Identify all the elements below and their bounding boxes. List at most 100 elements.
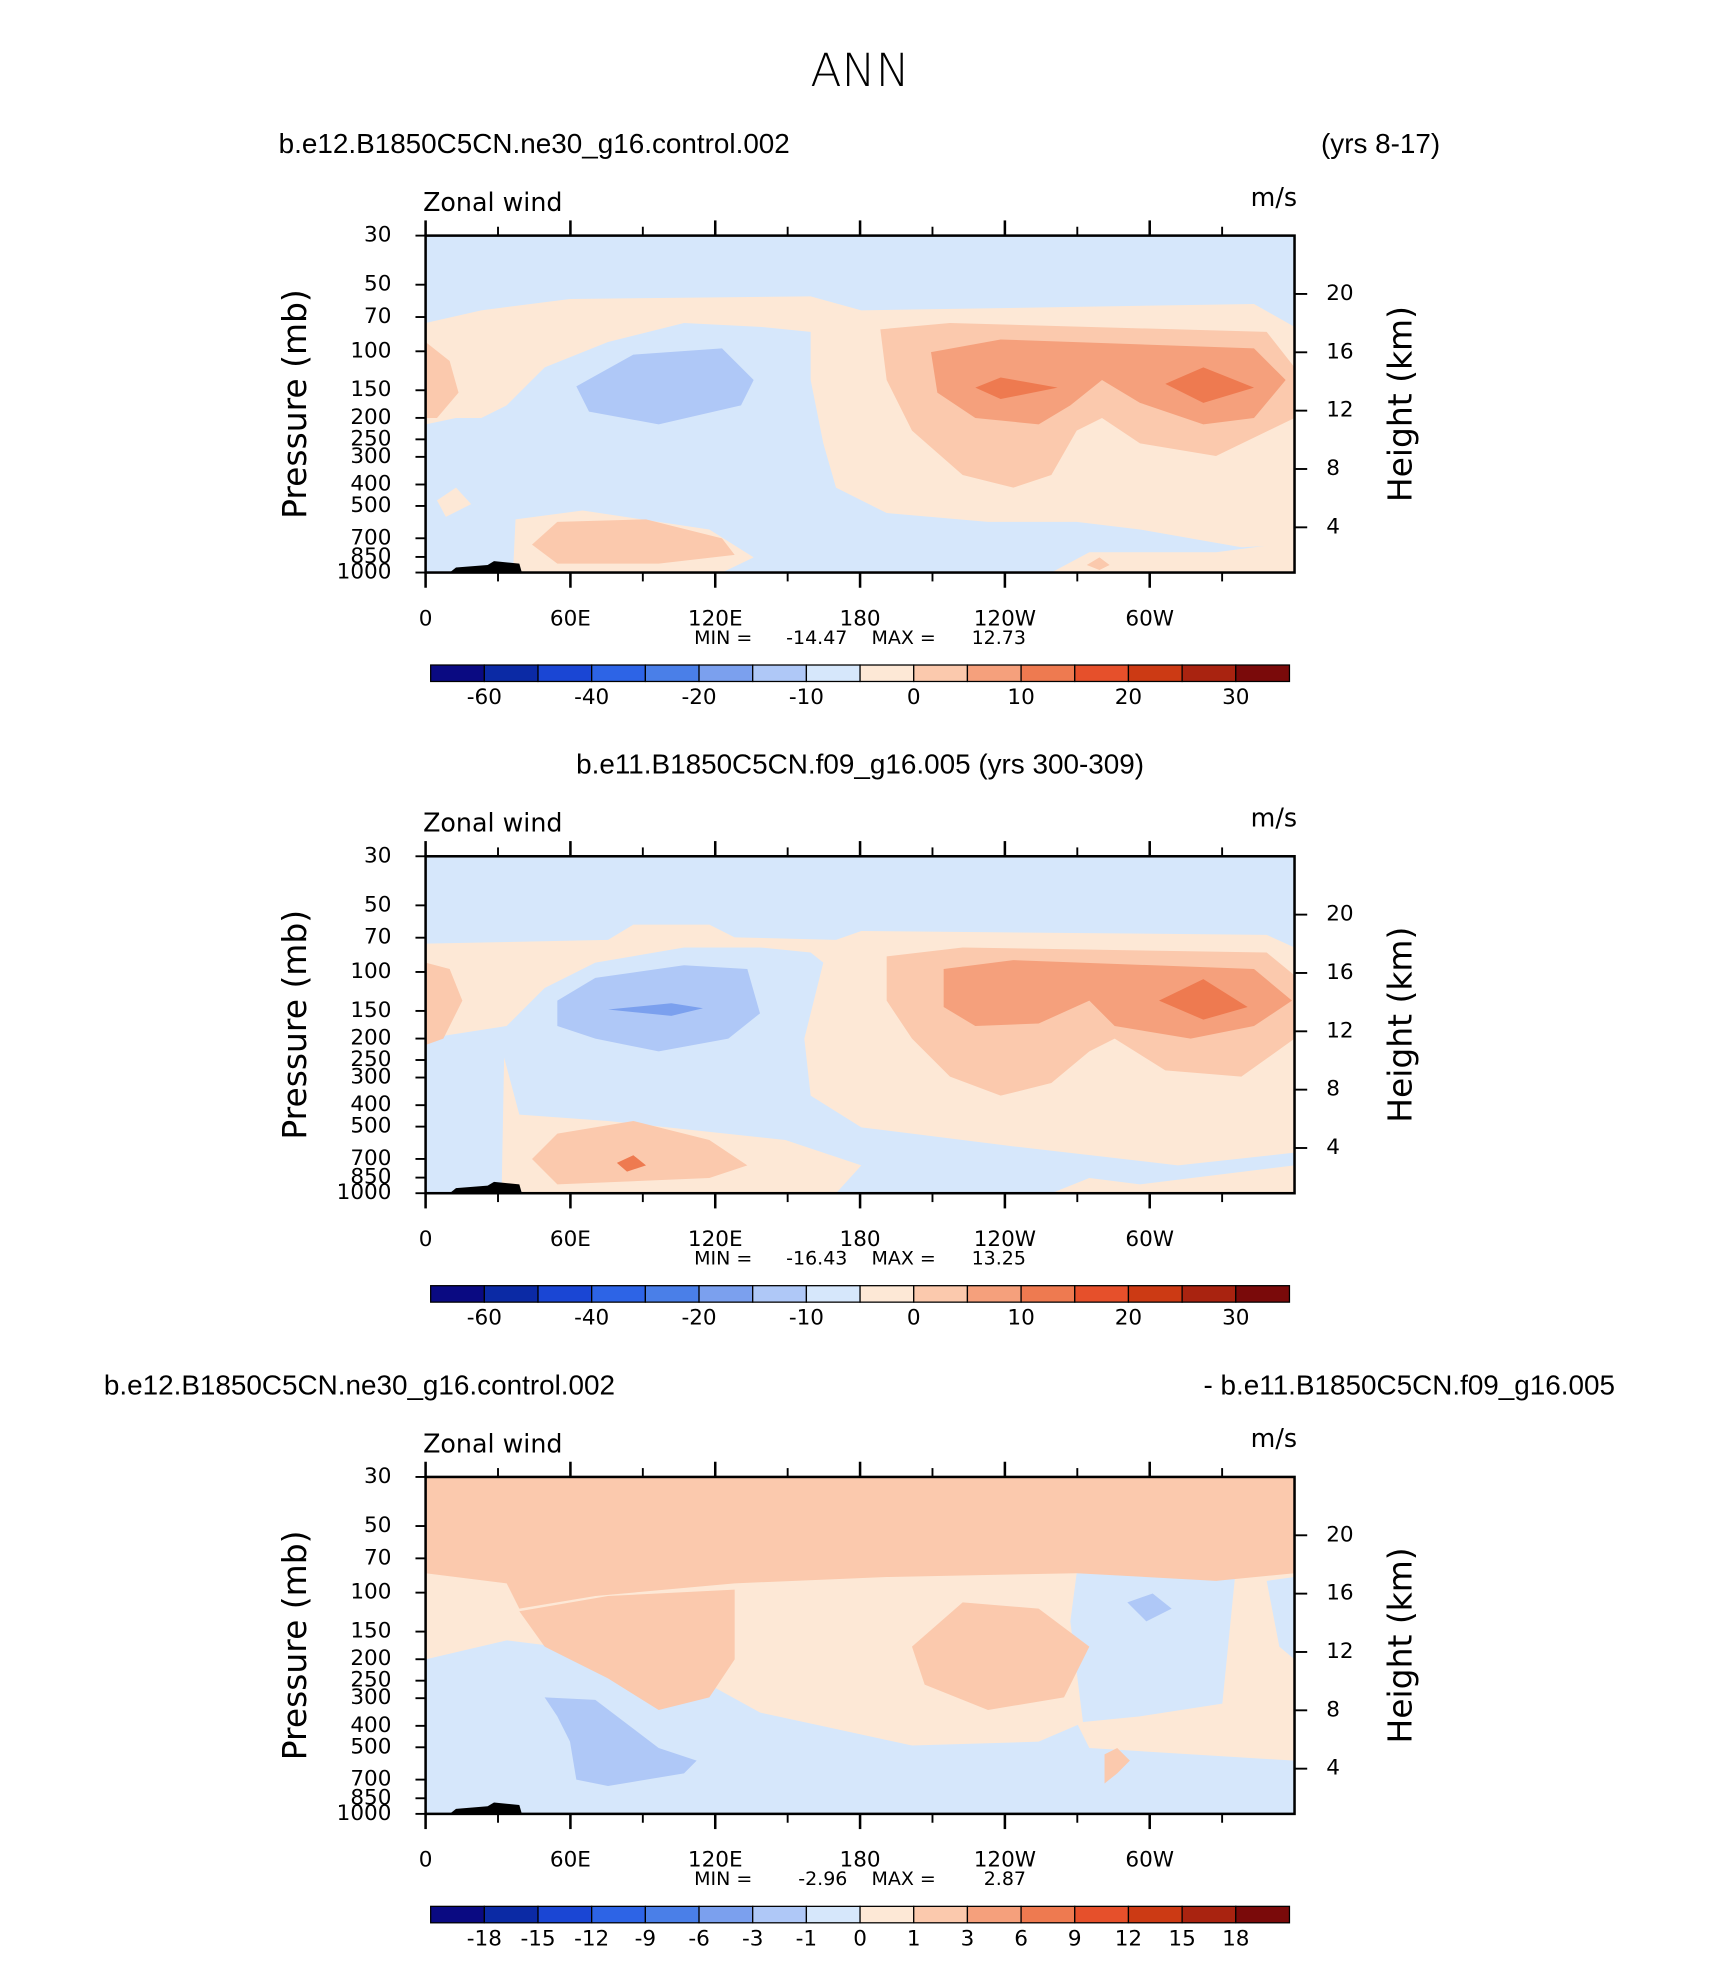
x-tick-label: 0 xyxy=(419,1227,433,1252)
y2-tick-label: 16 xyxy=(1326,960,1353,985)
colorbar-box xyxy=(644,1905,700,1924)
colorbar-box xyxy=(805,1905,861,1924)
colorbar-label: 10 xyxy=(1007,1306,1034,1331)
colorbar-label: -20 xyxy=(681,1306,716,1331)
y-tick-label: 700 xyxy=(350,1767,391,1792)
colorbar-box xyxy=(537,664,593,683)
y-tick-label: 30 xyxy=(364,1464,391,1489)
x-tick-label: 180 xyxy=(840,1848,881,1873)
contour-region xyxy=(1127,1593,1172,1622)
x-tick-label: 60W xyxy=(1125,1848,1174,1873)
colorbar-label: 12 xyxy=(1115,1926,1142,1951)
colorbar-label: -40 xyxy=(574,1306,609,1331)
min-value: -14.47 xyxy=(786,627,847,649)
colorbar-box xyxy=(1127,664,1183,683)
contour-field xyxy=(425,235,1295,573)
colorbar-label: -20 xyxy=(681,685,716,710)
colorbar-label: -15 xyxy=(520,1926,555,1951)
panel-right-title: - b.e11.B1850C5CN.f09_g16.005 xyxy=(1204,1369,1615,1400)
contour-region xyxy=(608,1003,703,1016)
colorbar-label: 0 xyxy=(907,685,921,710)
y2-axis-label: Height (km) xyxy=(1381,927,1420,1123)
y2-tick-label: 16 xyxy=(1326,339,1353,364)
y2-axis-label: Height (km) xyxy=(1381,306,1420,502)
y-axis-label: Pressure (mb) xyxy=(275,910,314,1140)
y2-tick-label: 8 xyxy=(1326,1697,1340,1722)
colorbar-label: -10 xyxy=(789,1306,824,1331)
colorbar-box xyxy=(1127,1285,1183,1303)
colorbar-label: -1 xyxy=(796,1926,817,1951)
colorbar-box xyxy=(805,1285,861,1303)
contour-region xyxy=(544,1697,697,1787)
topography xyxy=(449,1181,522,1194)
y2-tick-label: 12 xyxy=(1326,1018,1353,1043)
colorbar-box xyxy=(966,664,1022,683)
panel: b.e11.B1850C5CN.f09_g16.005 (yrs 300-309… xyxy=(275,749,1420,1331)
colorbar-label: -6 xyxy=(688,1926,709,1951)
colorbar-box xyxy=(1181,1905,1237,1924)
colorbar-label: 18 xyxy=(1222,1926,1249,1951)
y-tick-label: 70 xyxy=(364,1545,391,1570)
panel-center-title: b.e11.B1850C5CN.f09_g16.005 (yrs 300-309… xyxy=(576,749,1144,780)
x-tick-label: 0 xyxy=(419,606,433,631)
colorbar-label: -9 xyxy=(635,1926,656,1951)
y-tick-label: 400 xyxy=(350,472,391,497)
contour-region xyxy=(519,1589,735,1711)
figure-title: ANN xyxy=(810,44,909,97)
topography xyxy=(449,561,522,573)
max-label: MAX = xyxy=(871,1868,935,1890)
x-tick-label: 60E xyxy=(550,1848,591,1873)
colorbar-label: 30 xyxy=(1222,685,1249,710)
max-value: 13.25 xyxy=(972,1248,1026,1270)
colorbar-box xyxy=(537,1905,593,1924)
contour-field xyxy=(425,856,1295,1194)
y-tick-label: 70 xyxy=(364,304,391,329)
contour-region xyxy=(1086,557,1110,571)
left-string: Zonal wind xyxy=(423,1428,562,1458)
colorbar-box xyxy=(859,1285,915,1303)
min-value: -2.96 xyxy=(798,1868,847,1890)
colorbar-box xyxy=(805,664,861,683)
y2-tick-label: 4 xyxy=(1326,514,1340,539)
y-tick-label: 400 xyxy=(350,1713,391,1738)
contour-field xyxy=(425,1476,1295,1814)
colorbar-label: -60 xyxy=(467,1306,502,1331)
contour-region xyxy=(912,1602,1090,1711)
y-tick-label: 150 xyxy=(350,1619,391,1644)
y-tick-label: 300 xyxy=(350,1065,391,1090)
y-tick-label: 1000 xyxy=(337,560,392,585)
contour-region xyxy=(616,1155,646,1172)
colorbar-box xyxy=(483,664,539,683)
x-tick-label: 60E xyxy=(550,606,591,631)
right-string: m/s xyxy=(1251,1423,1297,1453)
x-tick-label: 120W xyxy=(974,1848,1036,1873)
y2-tick-label: 12 xyxy=(1326,398,1353,423)
y-tick-label: 100 xyxy=(350,1580,391,1605)
left-string: Zonal wind xyxy=(423,808,562,838)
colorbar-box xyxy=(430,1285,485,1303)
y-tick-label: 30 xyxy=(364,223,391,248)
y-tick-label: 850 xyxy=(350,1165,391,1190)
colorbar-box xyxy=(913,1905,969,1924)
contour-region xyxy=(425,962,463,1046)
y2-tick-label: 8 xyxy=(1326,1077,1340,1102)
colorbar-label: 6 xyxy=(1014,1926,1028,1951)
colorbar-box xyxy=(698,1285,754,1303)
contour-region xyxy=(1165,367,1254,403)
y-axis-label: Pressure (mb) xyxy=(275,1531,314,1761)
colorbar-box xyxy=(430,664,485,683)
colorbar-box xyxy=(1127,1905,1183,1924)
colorbar-box xyxy=(644,1285,700,1303)
y-tick-label: 1000 xyxy=(337,1801,392,1826)
colorbar-box xyxy=(1181,1285,1237,1303)
colorbar-box xyxy=(859,1905,915,1924)
y-tick-label: 100 xyxy=(350,959,391,984)
x-tick-label: 120E xyxy=(688,1227,743,1252)
min-label: MIN = xyxy=(694,1248,752,1270)
colorbar-box xyxy=(913,664,969,683)
panel-left-title: b.e12.B1850C5CN.ne30_g16.control.002 xyxy=(104,1369,615,1400)
y-tick-label: 70 xyxy=(364,925,391,950)
x-tick-label: 0 xyxy=(419,1848,433,1873)
y-tick-label: 50 xyxy=(364,892,391,917)
panel-left-title: b.e12.B1850C5CN.ne30_g16.control.002 xyxy=(279,128,790,159)
